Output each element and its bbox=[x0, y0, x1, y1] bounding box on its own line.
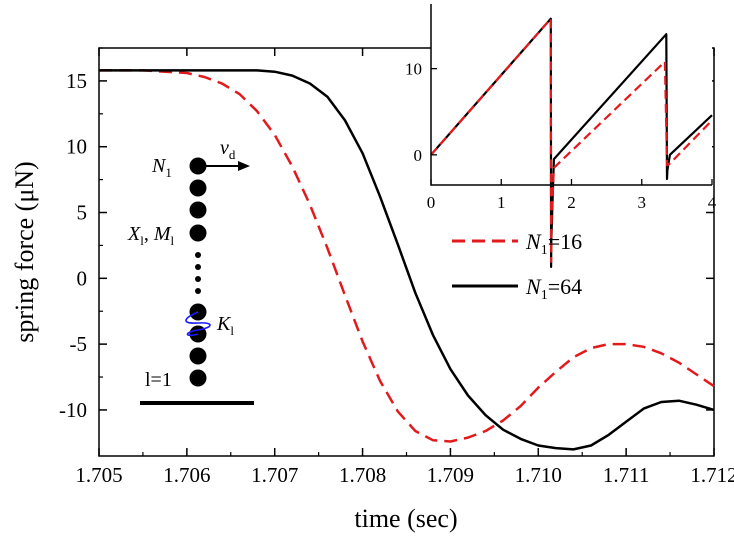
main-plot: 1.705 1.706 1.707 1.708 1.709 1.710 1.711 1.712… bbox=[59, 47, 734, 487]
inset-y-axis: 0 10 bbox=[405, 60, 437, 165]
label-l1: l=1 bbox=[145, 369, 172, 391]
inset-x-tick-label: 4 bbox=[708, 193, 717, 212]
label-n1-main: N bbox=[151, 155, 167, 177]
x-axis-title: time (sec) bbox=[354, 504, 457, 533]
label-k-sub: l bbox=[230, 323, 234, 338]
mass-beads bbox=[189, 157, 207, 387]
x-tick-label: 1.709 bbox=[427, 463, 474, 487]
label-k: Kl bbox=[216, 313, 234, 338]
main-series-group bbox=[99, 69, 715, 451]
label-vd-main: v bbox=[220, 137, 229, 159]
y-tick-label: 15 bbox=[66, 69, 87, 93]
legend-label-n1-64-value: =64 bbox=[548, 274, 582, 299]
x-tick-label: 1.706 bbox=[163, 463, 210, 487]
bead bbox=[189, 347, 207, 365]
inset-x-axis: 0 1 2 3 4 bbox=[427, 179, 717, 212]
x-tick-label: 1.711 bbox=[603, 463, 649, 487]
legend: N1=16 N1=64 bbox=[452, 229, 582, 303]
label-m-main: M bbox=[153, 223, 172, 245]
ellipsis-dot bbox=[195, 264, 201, 270]
legend-label-n1-16-value: =16 bbox=[548, 229, 582, 254]
bead bbox=[189, 224, 207, 242]
legend-label-n1-64-sub: 1 bbox=[541, 288, 548, 303]
inset-y-tick-label: 0 bbox=[414, 146, 423, 165]
inset-x-tick-label: 0 bbox=[427, 193, 436, 212]
y-axis-title: spring force (μN) bbox=[10, 161, 39, 342]
legend-label-n1-16: N1=16 bbox=[525, 229, 582, 258]
series-line-n1-64 bbox=[99, 69, 715, 451]
label-n1: N1 bbox=[151, 155, 172, 180]
label-x-main: X bbox=[127, 223, 141, 245]
inset-series-group bbox=[430, 17, 713, 268]
bead bbox=[189, 201, 207, 219]
inset-y-tick-label: 10 bbox=[405, 60, 422, 79]
x-tick-label: 1.707 bbox=[251, 463, 298, 487]
label-k-main: K bbox=[216, 313, 232, 335]
x-tick-label: 1.712 bbox=[690, 463, 734, 487]
label-x-sub: l bbox=[140, 233, 144, 248]
y-tick-label: 0 bbox=[77, 266, 88, 290]
label-x-m: Xl, Ml bbox=[127, 223, 175, 248]
drive-arrow-head-icon bbox=[238, 161, 250, 171]
label-x-m-separator: , bbox=[144, 223, 154, 245]
series-line-n1-16 bbox=[99, 69, 715, 443]
inset-x-tick-label: 3 bbox=[638, 193, 647, 212]
y-tick-label: -10 bbox=[59, 398, 87, 422]
label-m-sub: l bbox=[171, 233, 175, 248]
chain-diagram: N1 vd Xl, Ml Kl l=1 bbox=[127, 137, 254, 405]
spring-icon bbox=[185, 311, 211, 337]
inset-plot: 0 1 2 3 4 0 10 bbox=[405, 4, 717, 268]
y-tick-label: 5 bbox=[77, 201, 88, 225]
main-x-axis: 1.705 1.706 1.707 1.708 1.709 1.710 1.711 1.712 bbox=[75, 48, 734, 487]
y-tick-label: -5 bbox=[70, 332, 88, 356]
legend-label-n1-64: N1=64 bbox=[525, 274, 582, 303]
y-tick-label: 10 bbox=[66, 135, 87, 159]
ellipsis-dot bbox=[195, 252, 201, 258]
bead bbox=[189, 179, 207, 197]
inset-series-line-n1-64 bbox=[430, 17, 713, 268]
inset-x-tick-label: 1 bbox=[497, 193, 506, 212]
x-tick-label: 1.705 bbox=[75, 463, 122, 487]
legend-label-n1-16-sub: 1 bbox=[541, 243, 548, 258]
ellipsis-dot bbox=[195, 276, 201, 282]
ellipsis-dot bbox=[195, 288, 201, 294]
inset-series-line-n1-16 bbox=[430, 17, 713, 263]
x-tick-label: 1.710 bbox=[515, 463, 562, 487]
bead-bottom bbox=[189, 369, 207, 387]
inset-x-tick-label: 2 bbox=[567, 193, 576, 212]
x-tick-label: 1.708 bbox=[339, 463, 386, 487]
label-vd-sub: d bbox=[229, 147, 236, 162]
label-vd: vd bbox=[220, 137, 236, 162]
label-n1-sub: 1 bbox=[165, 165, 172, 180]
